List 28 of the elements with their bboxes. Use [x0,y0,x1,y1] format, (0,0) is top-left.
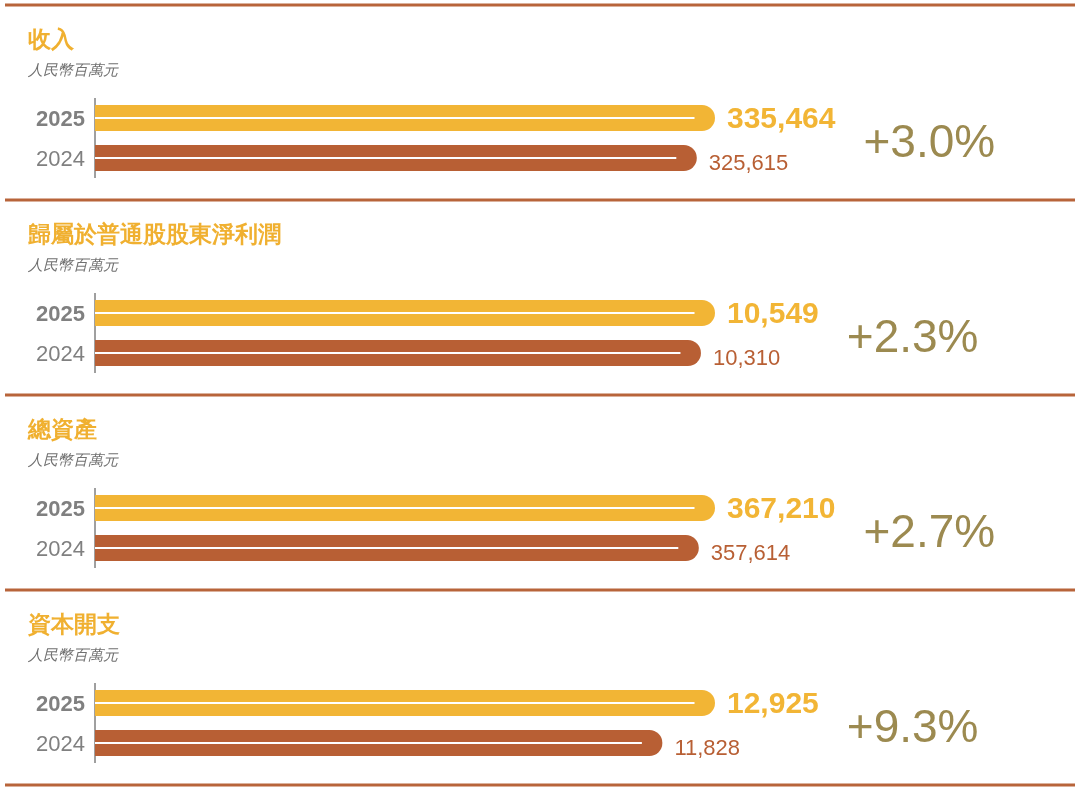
y-tick-label: 2024 [36,731,85,756]
chart-title: 收入 [28,26,75,52]
chart-subtitle: 人民幣百萬元 [27,646,119,663]
data-label: 367,210 [727,491,836,524]
data-label: 10,549 [727,296,819,329]
chart-subtitle: 人民幣百萬元 [27,256,119,273]
text: +2.7% [863,505,996,557]
y-tick-label: 2025 [36,301,85,326]
data-label: 11,828 [674,735,741,760]
text: +3.0% [863,115,996,167]
data-label: 335,464 [727,101,836,134]
y-tick-label: 2025 [36,106,85,131]
chart-subtitle: 人民幣百萬元 [27,451,119,468]
y-tick-label: 2024 [36,146,85,171]
y-tick-label: 2024 [36,536,85,561]
chart-title: 歸屬於普通股股東淨利潤 [27,221,281,247]
y-tick-label: 2024 [36,341,85,366]
data-label: 10,310 [712,345,781,370]
chart-subtitle: 人民幣百萬元 [27,61,119,78]
chart-title: 總資產 [27,416,97,442]
text: +2.3% [846,310,979,362]
data-label: 325,615 [708,150,789,175]
data-label: 12,925 [727,686,819,719]
y-tick-label: 2025 [36,496,85,521]
chart-title: 資本開支 [27,611,120,637]
text: +9.3% [846,700,979,752]
y-tick-label: 2025 [36,691,85,716]
data-label: 357,614 [710,540,791,565]
